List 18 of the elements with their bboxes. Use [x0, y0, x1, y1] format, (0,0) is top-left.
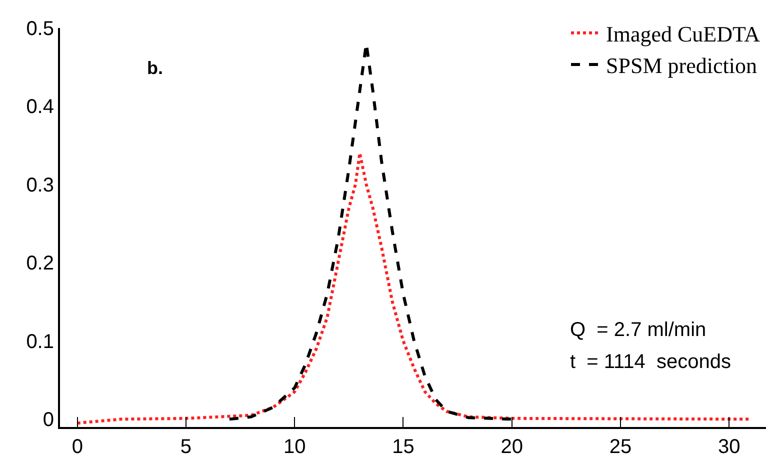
x-tick-label: 25 — [609, 436, 632, 458]
y-tick-label: 0.3 — [26, 174, 54, 196]
x-tick-label: 20 — [500, 436, 523, 458]
annotation: Q = 2.7 ml/min — [570, 319, 706, 341]
x-tick-label: 0 — [72, 436, 83, 458]
legend-label: Imaged CuEDTA — [606, 21, 760, 46]
x-tick-label: 10 — [283, 436, 306, 458]
x-tick-label: 15 — [392, 436, 414, 458]
y-tick-label: 0.4 — [26, 96, 54, 118]
x-tick-label: 30 — [718, 436, 740, 458]
y-tick-label: 0 — [42, 409, 54, 432]
y-tick-label: 0.2 — [26, 252, 54, 275]
legend-label: SPSM prediction — [606, 53, 757, 78]
y-tick-label: 0.5 — [26, 18, 54, 40]
annotation: t = 1114 seconds — [570, 351, 732, 373]
annotation: b. — [147, 58, 163, 78]
y-tick-label: 0.1 — [26, 330, 54, 353]
x-tick-label: 5 — [180, 436, 192, 458]
